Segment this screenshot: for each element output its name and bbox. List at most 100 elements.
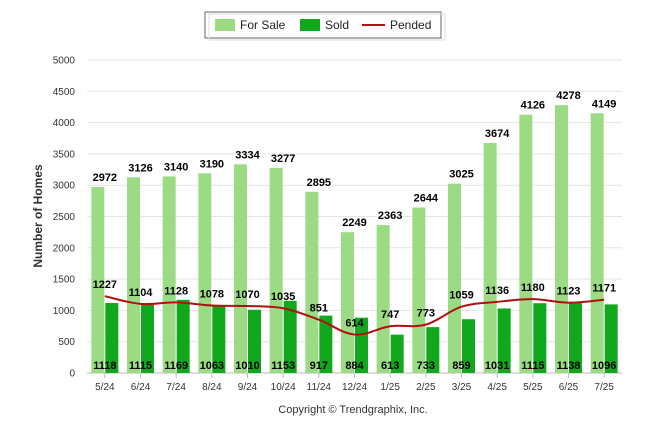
legend-label-for-sale: For Sale bbox=[240, 18, 286, 32]
pended-value-label: 1128 bbox=[164, 285, 188, 297]
sold-value-label: 1031 bbox=[485, 360, 509, 372]
pended-value-label: 1123 bbox=[557, 286, 581, 298]
y-tick-label: 500 bbox=[58, 337, 75, 348]
pended-value-label: 1035 bbox=[271, 291, 295, 303]
pended-value-label: 1227 bbox=[93, 279, 117, 291]
sold-bar bbox=[248, 309, 261, 373]
pended-value-label: 1104 bbox=[129, 287, 154, 299]
sold-value-label: 1063 bbox=[200, 360, 224, 372]
sold-bar bbox=[426, 327, 440, 373]
legend-label-sold: Sold bbox=[325, 18, 349, 32]
x-tick-label: 7/24 bbox=[166, 382, 186, 393]
for-sale-value-label: 4126 bbox=[521, 100, 545, 112]
x-tick-label: 2/25 bbox=[416, 382, 436, 393]
y-tick-label: 1000 bbox=[53, 306, 76, 317]
sold-bar bbox=[355, 317, 368, 373]
sold-value-label: 1153 bbox=[271, 360, 295, 372]
for-sale-bar bbox=[555, 105, 568, 373]
for-sale-value-label: 3025 bbox=[449, 169, 473, 181]
y-axis-title: Number of Homes bbox=[31, 164, 45, 268]
x-tick-label: 11/24 bbox=[307, 382, 332, 393]
sold-value-label: 884 bbox=[345, 360, 364, 372]
sold-value-label: 1115 bbox=[129, 360, 152, 372]
pended-value-label: 1171 bbox=[592, 283, 616, 295]
sold-bar bbox=[533, 303, 547, 373]
x-tick-label: 10/24 bbox=[271, 382, 296, 393]
legend-label-pended: Pended bbox=[390, 18, 431, 32]
y-tick-label: 4000 bbox=[53, 118, 76, 129]
sold-bar bbox=[569, 301, 582, 373]
sold-value-label: 859 bbox=[452, 360, 470, 372]
for-sale-value-label: 2644 bbox=[414, 192, 439, 204]
bars bbox=[91, 105, 618, 374]
x-tick-label: 8/24 bbox=[202, 382, 222, 393]
pended-value-label: 614 bbox=[345, 318, 364, 330]
sold-value-label: 613 bbox=[381, 360, 399, 372]
legend-swatch-sold bbox=[300, 19, 320, 31]
sold-bar bbox=[319, 315, 333, 373]
x-tick-label: 3/25 bbox=[452, 382, 472, 393]
pended-value-label: 1070 bbox=[235, 289, 259, 301]
sold-value-label: 1010 bbox=[235, 360, 259, 372]
for-sale-bar bbox=[412, 207, 426, 373]
for-sale-value-label: 2363 bbox=[378, 210, 402, 222]
for-sale-value-label: 2895 bbox=[307, 177, 331, 189]
sold-value-label: 1169 bbox=[164, 360, 188, 372]
for-sale-value-label: 2249 bbox=[342, 217, 366, 229]
x-tick-label: 1/25 bbox=[380, 382, 400, 393]
sold-value-label: 917 bbox=[310, 360, 328, 372]
y-tick-label: 5000 bbox=[53, 56, 76, 67]
pended-value-label: 1180 bbox=[521, 282, 545, 294]
sold-bar bbox=[176, 299, 190, 373]
for-sale-bar bbox=[590, 113, 604, 374]
legend-swatch-for-sale bbox=[215, 19, 235, 31]
pended-value-label: 1059 bbox=[449, 290, 473, 302]
x-tick-label: 9/24 bbox=[238, 382, 258, 393]
for-sale-bar bbox=[448, 183, 461, 373]
for-sale-value-label: 3126 bbox=[128, 162, 152, 174]
y-tick-label: 1500 bbox=[53, 275, 76, 286]
for-sale-bar bbox=[376, 225, 390, 373]
x-tick-label: 5/25 bbox=[523, 382, 543, 393]
x-tick-label: 6/25 bbox=[559, 382, 579, 393]
for-sale-bar bbox=[198, 173, 212, 373]
for-sale-value-label: 4149 bbox=[592, 98, 616, 110]
for-sale-value-label: 3277 bbox=[271, 153, 295, 165]
legend-items: For Sale Sold Pended bbox=[215, 18, 431, 32]
y-tick-label: 0 bbox=[69, 369, 75, 380]
pended-value-label: 1136 bbox=[485, 285, 509, 297]
legend-shadow bbox=[208, 13, 446, 41]
y-tick-label: 4500 bbox=[53, 87, 76, 98]
y-axis-ticks: 0 500 1000 1500 2000 2500 3000 3500 4000 4500 5000 bbox=[53, 56, 76, 380]
for-sale-bar bbox=[91, 186, 105, 373]
for-sale-bar bbox=[234, 164, 247, 373]
sold-bar bbox=[497, 308, 511, 373]
y-tick-label: 3000 bbox=[53, 181, 76, 192]
for-sale-value-label: 3334 bbox=[235, 149, 260, 161]
sold-bar bbox=[212, 306, 226, 373]
copyright-text: Copyright © Trendgraphix, Inc. bbox=[278, 404, 427, 416]
pended-line bbox=[104, 295, 605, 336]
y-tick-label: 2000 bbox=[53, 243, 76, 254]
pended-line-layer bbox=[104, 295, 605, 336]
pended-value-label: 773 bbox=[417, 308, 435, 320]
for-sale-value-label: 3140 bbox=[164, 161, 188, 173]
x-tick-label: 7/25 bbox=[594, 382, 614, 393]
for-sale-value-label: 3190 bbox=[200, 158, 224, 170]
for-sale-bar bbox=[519, 114, 533, 373]
for-sale-bar bbox=[127, 177, 140, 373]
for-sale-bar bbox=[305, 191, 319, 373]
for-sale-bar bbox=[162, 176, 176, 373]
pended-value-label: 851 bbox=[310, 303, 328, 315]
data-labels: 2972 1118 3126 1115 3140 1169 3190 1063 3334 1010… bbox=[93, 90, 617, 372]
legend: For Sale Sold Pended bbox=[204, 11, 446, 41]
sold-bar bbox=[390, 334, 404, 373]
x-tick-label: 12/24 bbox=[342, 382, 367, 393]
pended-value-label: 747 bbox=[381, 309, 399, 321]
legend-box bbox=[204, 11, 442, 39]
x-tick-label: 5/24 bbox=[95, 382, 115, 393]
for-sale-bar bbox=[483, 143, 497, 373]
for-sale-bar bbox=[269, 167, 283, 373]
